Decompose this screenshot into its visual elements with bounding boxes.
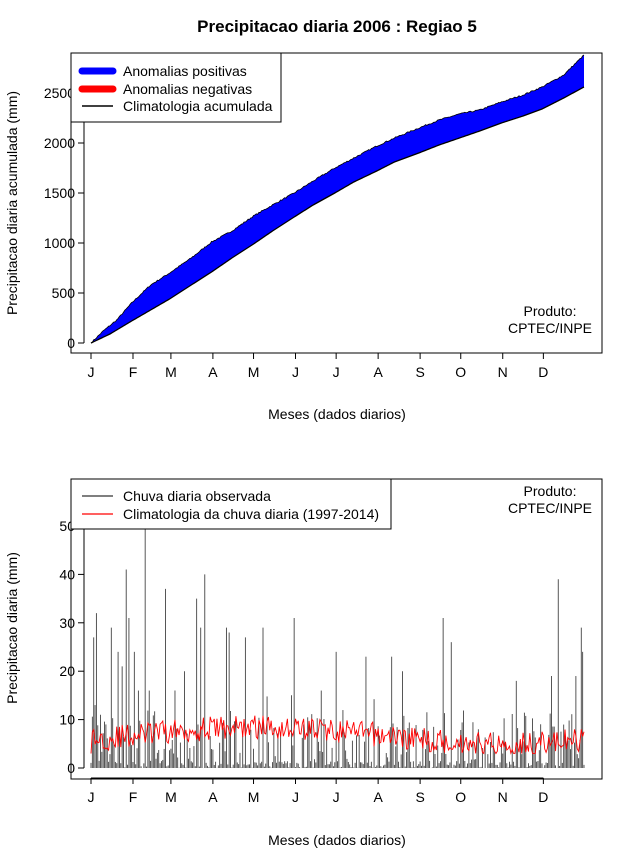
x-tick-label: F xyxy=(129,789,138,805)
positive-anomaly-fill xyxy=(91,55,584,343)
y-tick-label: 40 xyxy=(59,566,75,582)
legend-label-negative: Anomalias negativas xyxy=(123,81,252,97)
x-tick-label: A xyxy=(373,789,383,805)
y-tick-label: 2000 xyxy=(44,135,75,151)
x-tick-label: M xyxy=(248,364,260,380)
y-tick-label: 0 xyxy=(67,760,75,776)
x-tick-label: S xyxy=(415,364,424,380)
x-tick-label: D xyxy=(538,364,548,380)
x-tick-label: M xyxy=(165,364,177,380)
product-label-top: Produto: xyxy=(524,303,577,319)
chart-title: Precipitacao diaria 2006 : Regiao 5 xyxy=(197,17,477,36)
daily-y-label: Precipitacao diaria (mm) xyxy=(4,552,20,704)
x-tick-label: J xyxy=(333,789,340,805)
cumulative-x-label: Meses (dados diarios) xyxy=(268,406,406,422)
y-tick-label: 10 xyxy=(59,712,75,728)
x-tick-label: J xyxy=(88,364,95,380)
positive-anomaly-area xyxy=(90,54,585,344)
y-tick-label: 1000 xyxy=(44,235,75,251)
legend-label-daily-climatology: Climatologia da chuva diaria (1997-2014) xyxy=(123,506,379,522)
cumulative-y-label: Precipitacao diaria acumulada (mm) xyxy=(4,91,20,315)
x-tick-label: J xyxy=(333,364,340,380)
product-label-bottom: Produto: xyxy=(524,483,577,499)
x-tick-label: F xyxy=(129,364,138,380)
x-tick-label: D xyxy=(538,789,548,805)
y-tick-label: 500 xyxy=(52,285,76,301)
cumulative-y-axis: 0 500 1000 1500 2000 2500 xyxy=(44,85,85,351)
y-tick-label: 1500 xyxy=(44,185,75,201)
x-tick-label: A xyxy=(208,364,218,380)
legend-label-climatology: Climatologia acumulada xyxy=(123,98,273,114)
x-tick-label: S xyxy=(415,789,424,805)
x-tick-label: N xyxy=(498,364,508,380)
x-tick-label: A xyxy=(373,364,383,380)
observed-rain-bars xyxy=(90,501,585,768)
legend-label-observed: Chuva diaria observada xyxy=(123,488,271,504)
daily-legend: Chuva diaria observada Climatologia da c… xyxy=(70,478,392,530)
x-tick-label: A xyxy=(208,789,218,805)
y-tick-label: 2500 xyxy=(44,85,75,101)
y-tick-label: 0 xyxy=(67,335,75,351)
y-tick-label: 30 xyxy=(59,615,75,631)
daily-x-label: Meses (dados diarios) xyxy=(268,832,406,848)
x-tick-label: J xyxy=(88,789,95,805)
cumulative-legend: Anomalias positivas Anomalias negativas … xyxy=(70,52,282,123)
product-source-bottom: CPTEC/INPE xyxy=(508,500,592,516)
x-tick-label: M xyxy=(248,789,260,805)
y-tick-label: 20 xyxy=(59,663,75,679)
x-tick-label: O xyxy=(455,789,466,805)
climatology-line xyxy=(90,715,585,755)
cumulative-panel: 0 500 1000 1500 2000 2500 J F M A M J J A S O N D Meses … xyxy=(4,52,603,422)
climatology-cumulative-line xyxy=(90,86,585,344)
x-tick-label: M xyxy=(165,789,177,805)
x-tick-label: J xyxy=(292,364,299,380)
legend-label-positive: Anomalias positivas xyxy=(123,63,247,79)
x-tick-label: N xyxy=(498,789,508,805)
x-tick-label: J xyxy=(292,789,299,805)
x-tick-label: O xyxy=(455,364,466,380)
product-source-top: CPTEC/INPE xyxy=(508,320,592,336)
observed-cumulative-line xyxy=(90,54,585,344)
daily-climatology-series xyxy=(90,715,585,755)
daily-legend-box xyxy=(70,478,392,530)
